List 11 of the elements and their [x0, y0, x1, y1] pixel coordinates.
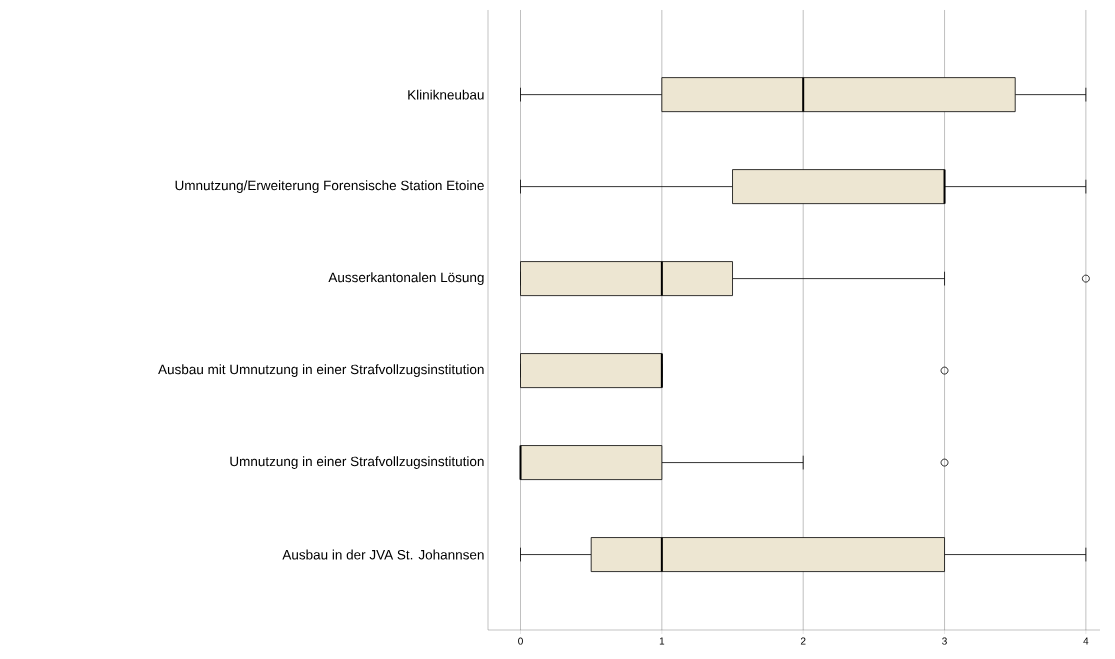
y-tick-label: Klinikneubau	[408, 89, 484, 100]
y-tick-label: Ausbau in der JVA St. Johannsen	[282, 549, 484, 560]
y-tick-label: Ausbau mit Umnutzung in einer Strafvollzugsinstitution	[158, 364, 484, 377]
x-tick-label: 4	[1083, 637, 1089, 645]
x-tick-label: 1	[659, 637, 665, 645]
y-tick-label: Umnutzung/Erweiterung Forensische Station Etoine	[175, 180, 484, 193]
y-tick-label: Ausserkantonalen Lösung	[328, 272, 484, 285]
x-tick-label: 0	[518, 637, 523, 645]
x-tick-label: 3	[942, 637, 947, 645]
x-tick-label: 2	[800, 637, 806, 645]
y-tick-label: Umnutzung in einer Strafvollzugsinstitution	[230, 456, 484, 469]
